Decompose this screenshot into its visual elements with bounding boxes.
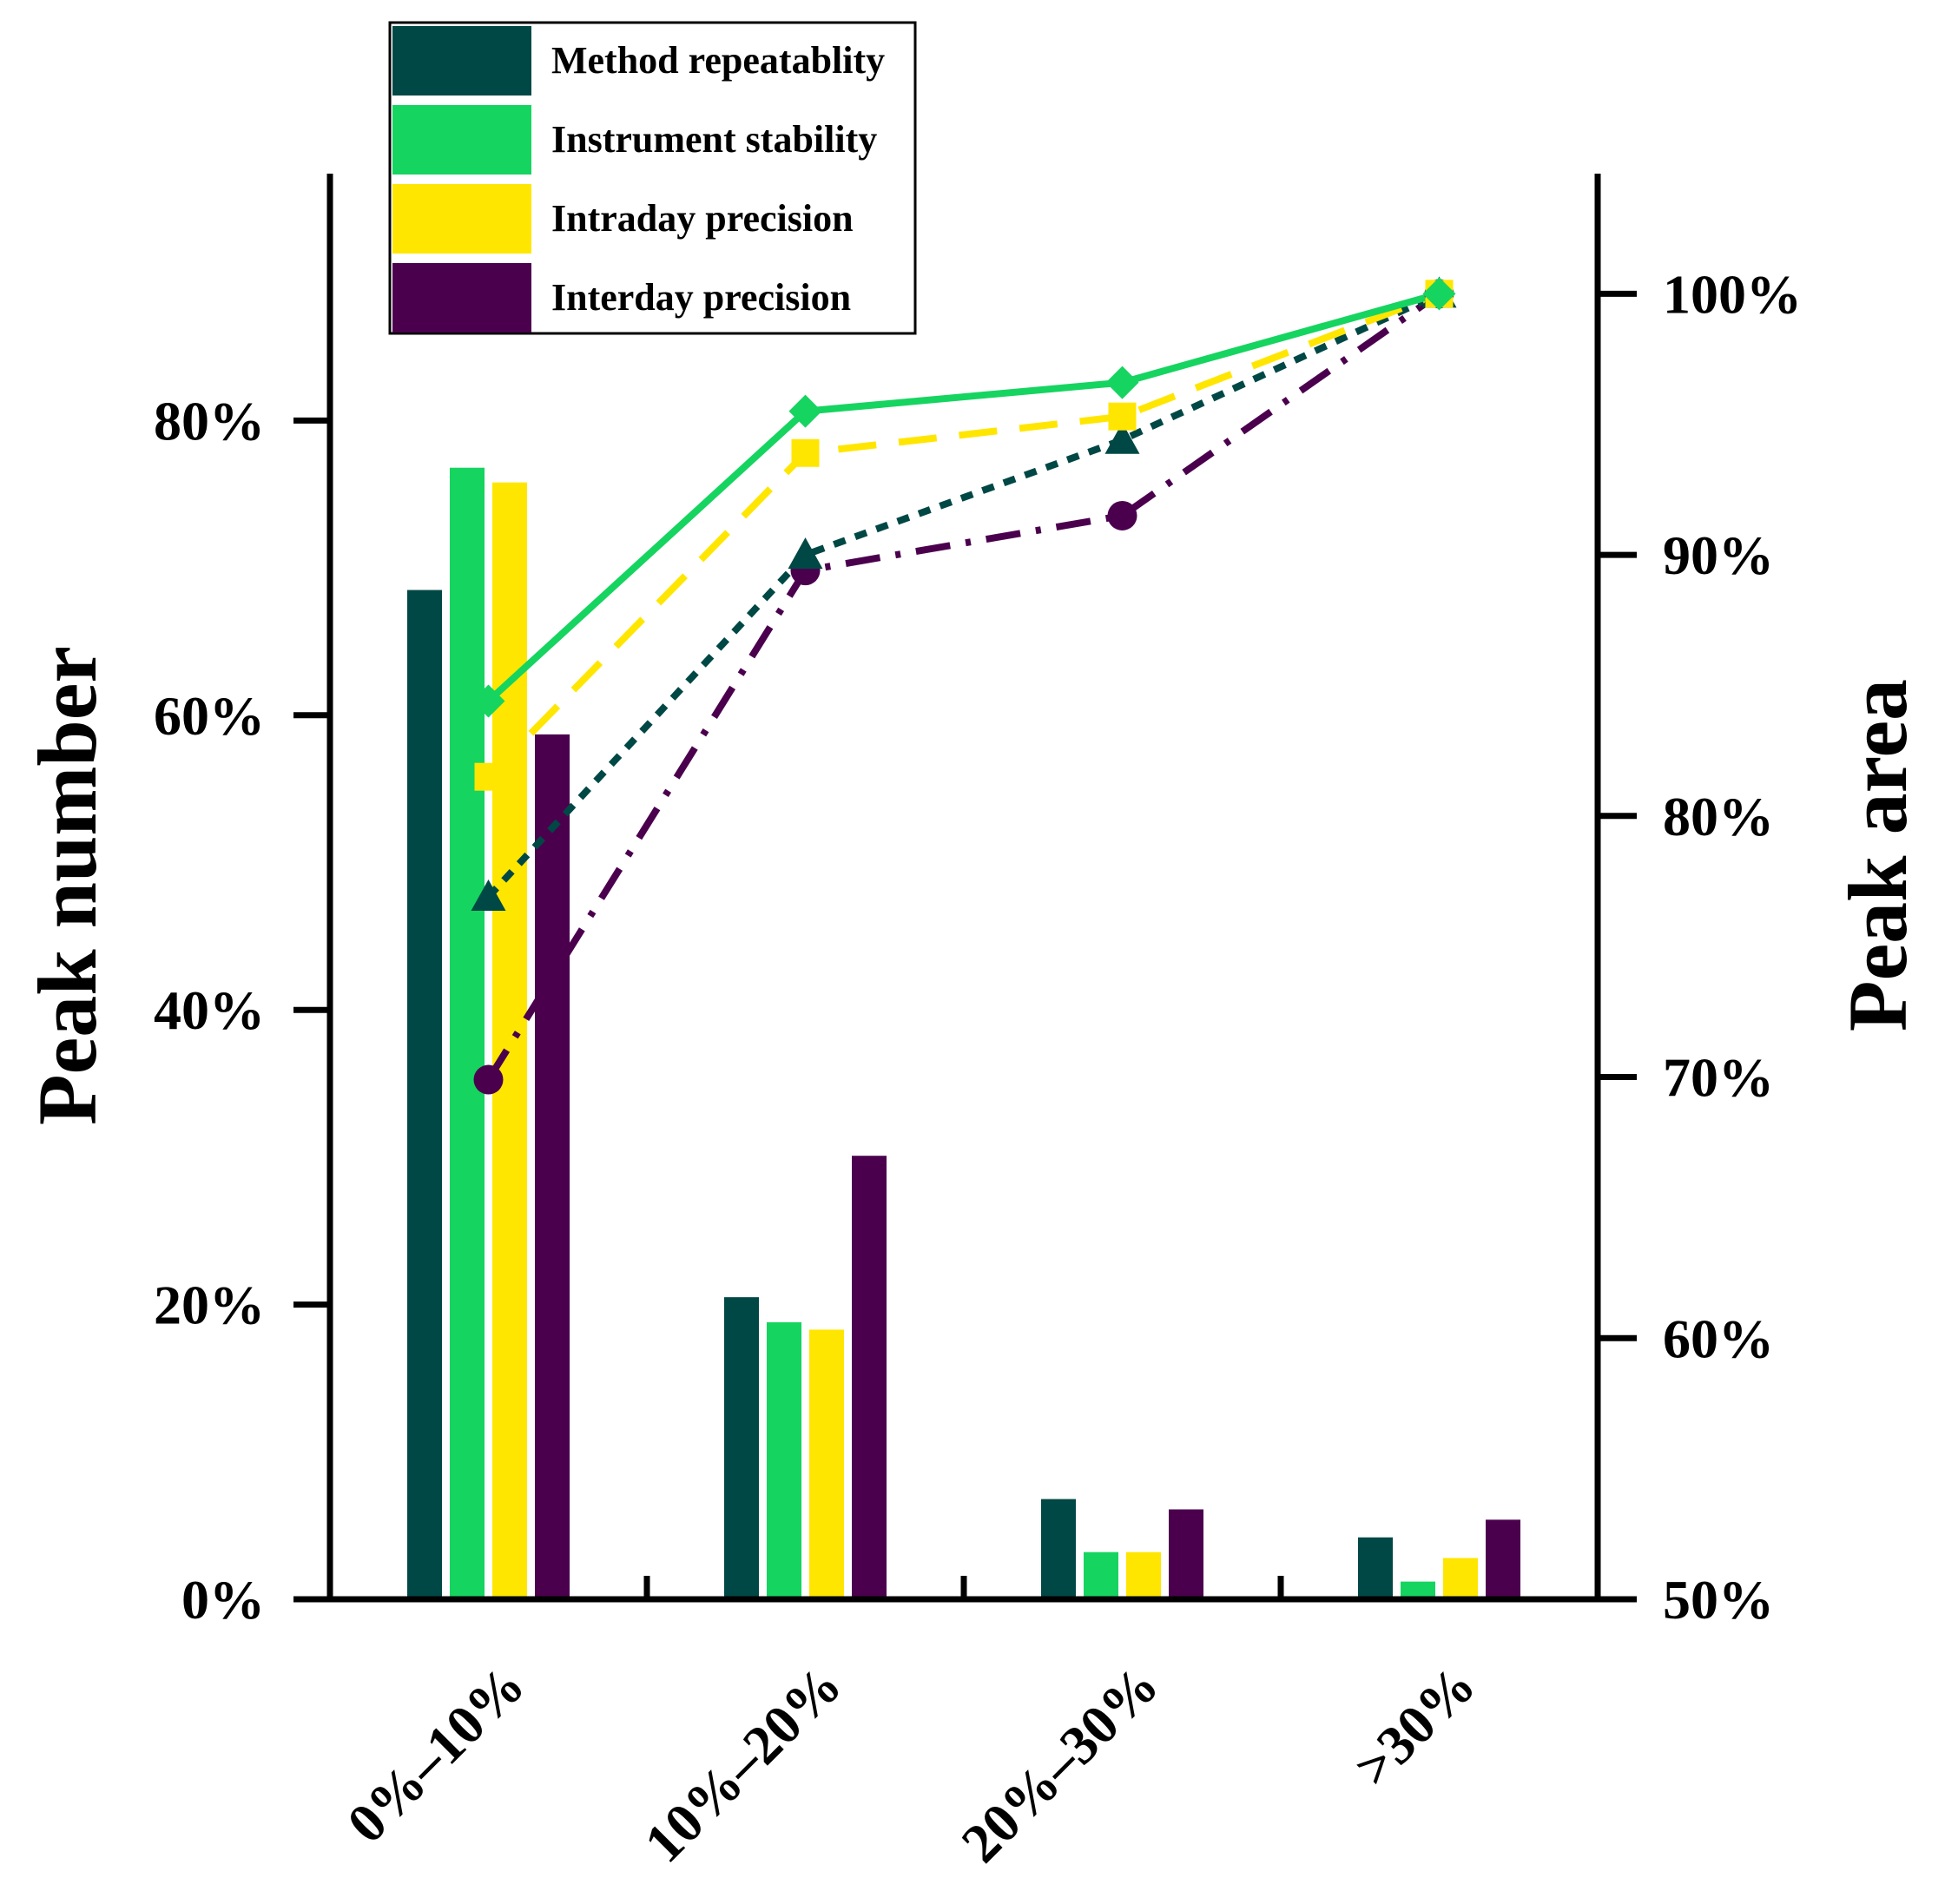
marker-intraday-precision-1 <box>791 438 820 467</box>
bar-instrument-stability-2 <box>1084 1552 1118 1599</box>
bar-intraday-precision-0 <box>492 482 527 1599</box>
line-interday-precision <box>485 291 1441 1082</box>
legend-label: Interday precision <box>551 276 851 319</box>
left-tick-label: 0% <box>181 1569 265 1631</box>
legend-swatch <box>392 263 531 333</box>
bar-interday-precision-1 <box>852 1156 887 1599</box>
legend-swatch <box>392 184 531 254</box>
bars-layer <box>407 467 1520 1600</box>
bar-intraday-precision-1 <box>809 1329 844 1599</box>
marker-instrument-stability-0 <box>471 684 505 718</box>
left-tick-label: 80% <box>154 390 265 451</box>
legend: Method repeatablity Instrument stability I… <box>388 21 917 335</box>
bar-method-repeatablity-2 <box>1041 1499 1076 1599</box>
marker-method-repeatablity-2 <box>1104 422 1140 454</box>
bar-interday-precision-2 <box>1169 1509 1203 1599</box>
line-method-repeatablity <box>485 290 1441 899</box>
right-tick-label: 90% <box>1663 524 1774 586</box>
right-tick-label: 80% <box>1663 786 1774 847</box>
marker-instrument-stability-3 <box>1422 277 1456 311</box>
bar-instrument-stability-0 <box>450 467 485 1599</box>
legend-label: Instrument stability <box>551 118 877 161</box>
right-tick-label: 60% <box>1663 1308 1774 1369</box>
line-instrument-stability <box>485 290 1441 704</box>
marker-instrument-stability-2 <box>1105 366 1139 399</box>
legend-swatch <box>392 26 531 96</box>
x-tick-label: >30% <box>1342 1654 1487 1799</box>
bar-interday-precision-3 <box>1486 1519 1520 1599</box>
bar-method-repeatablity-0 <box>407 590 442 1600</box>
left-tick-label: 60% <box>154 685 265 747</box>
right-tick-label: 70% <box>1663 1047 1774 1109</box>
right-tick-label: 50% <box>1663 1569 1774 1631</box>
right-axis-title: Peak area <box>1831 679 1924 1031</box>
marker-interday-precision-2 <box>1107 500 1137 530</box>
right-tick-label: 100% <box>1663 263 1802 325</box>
marker-instrument-stability-1 <box>788 394 822 428</box>
x-tick-label: 10%–20% <box>633 1654 854 1874</box>
marker-method-repeatablity-1 <box>788 537 823 570</box>
bar-instrument-stability-1 <box>767 1321 801 1599</box>
axes-layer: 0% 20% 40% 60% 80% 50% 60% 70% 80% 90% 100% 0%–10% 1… <box>21 174 1924 1874</box>
marker-intraday-precision-0 <box>474 762 503 791</box>
marker-method-repeatablity-0 <box>471 880 506 912</box>
left-tick-label: 40% <box>154 979 265 1041</box>
x-tick-label: 0%–10% <box>335 1654 536 1855</box>
marker-interday-precision-0 <box>473 1064 504 1095</box>
bar-intraday-precision-3 <box>1443 1558 1478 1599</box>
marker-intraday-precision-2 <box>1108 402 1137 431</box>
legend-swatch <box>392 105 531 175</box>
bar-method-repeatablity-3 <box>1358 1537 1393 1599</box>
bar-intraday-precision-2 <box>1126 1552 1161 1599</box>
bar-method-repeatablity-1 <box>724 1297 759 1599</box>
bar-instrument-stability-3 <box>1401 1581 1435 1599</box>
bar-interday-precision-0 <box>535 734 570 1599</box>
x-tick-label: 20%–30% <box>950 1654 1170 1874</box>
left-tick-label: 20% <box>154 1275 265 1336</box>
legend-label: Method repeatablity <box>551 39 885 82</box>
lines-layer <box>471 276 1457 1095</box>
left-axis-title: Peak number <box>21 646 114 1125</box>
line-intraday-precision <box>485 290 1441 780</box>
legend-label: Intraday precision <box>551 197 854 240</box>
